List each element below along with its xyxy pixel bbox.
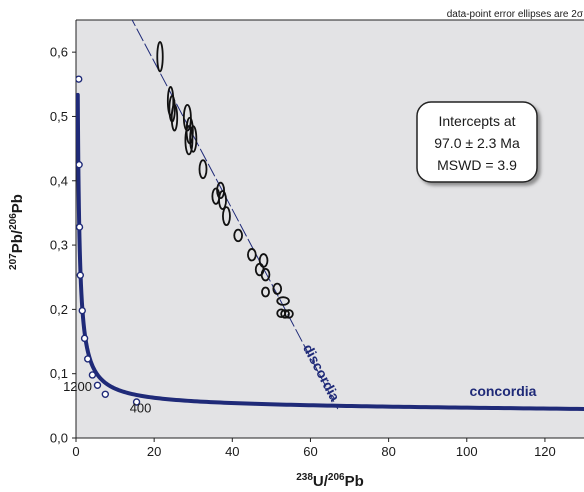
intercept-line-3: MSWD = 3.9 xyxy=(437,157,517,173)
intercept-line-2: 97.0 ± 2.3 Ma xyxy=(434,135,520,151)
concordia-marker xyxy=(76,75,83,83)
x-tick-label: 120 xyxy=(534,444,556,459)
error-ellipse xyxy=(284,309,294,319)
y-tick-label: 0,0 xyxy=(50,431,68,446)
error-ellipse xyxy=(222,206,231,227)
concordia-marker xyxy=(76,160,83,169)
error-ellipse xyxy=(247,248,257,262)
concordia-marker xyxy=(88,371,97,379)
error-ellipse xyxy=(272,282,283,295)
x-ticks: 0 20 40 60 80 100 120 xyxy=(72,438,556,459)
concordia-marker xyxy=(84,355,92,363)
concordia-marker xyxy=(76,223,84,231)
error-ellipse xyxy=(276,296,290,306)
concordia-age-labels: 1200 400 xyxy=(63,379,151,415)
concordia-age-label: 1200 xyxy=(63,379,92,394)
x-axis-title: 238U/206Pb xyxy=(296,472,364,490)
plot-area xyxy=(76,20,584,438)
concordia-curve xyxy=(76,92,584,411)
concordia-age-markers xyxy=(76,75,141,406)
data-ellipses xyxy=(156,40,294,319)
error-ellipse xyxy=(260,267,271,282)
error-ellipse xyxy=(233,228,243,243)
concordia-marker xyxy=(78,306,86,315)
concordia-marker xyxy=(80,334,89,343)
error-ellipse xyxy=(258,253,269,268)
error-ellipse-note: data-point error ellipses are 2σ xyxy=(447,9,584,20)
intercept-box-frame xyxy=(416,101,538,183)
intercept-line-1: Intercepts at xyxy=(438,113,515,129)
x-tick-label: 80 xyxy=(381,444,395,459)
concordia-marker xyxy=(93,381,102,389)
error-ellipse xyxy=(156,40,164,73)
error-ellipse xyxy=(261,286,270,298)
y-tick-label: 0,1 xyxy=(50,366,68,381)
y-tick-label: 0,3 xyxy=(50,238,68,253)
x-tick-label: 20 xyxy=(147,444,161,459)
concordia-label: concordia xyxy=(470,383,537,399)
intercept-box: Intercepts at 97.0 ± 2.3 Ma MSWD = 3.9 xyxy=(416,101,538,183)
concordia-marker xyxy=(76,271,84,280)
x-tick-label: 0 xyxy=(72,444,79,459)
x-tick-label: 100 xyxy=(456,444,478,459)
error-ellipse xyxy=(170,103,179,132)
y-tick-label: 0,2 xyxy=(50,302,68,317)
y-tick-label: 0,5 xyxy=(50,109,68,124)
error-ellipse xyxy=(198,159,208,180)
discordia-line xyxy=(131,20,339,410)
error-ellipse xyxy=(189,125,198,153)
error-ellipse xyxy=(218,190,227,210)
y-axis-title: 207Pb/206Pb xyxy=(8,194,26,270)
y-ticks: 0,0 0,1 0,2 0,3 0,4 0,5 0,6 xyxy=(50,45,76,446)
concordia-marker xyxy=(101,390,110,398)
x-tick-label: 40 xyxy=(225,444,239,459)
x-tick-label: 60 xyxy=(303,444,317,459)
concordia-age-label: 400 xyxy=(130,400,152,415)
error-ellipse xyxy=(280,309,290,319)
error-ellipse xyxy=(184,125,194,156)
error-ellipse xyxy=(216,181,226,200)
y-tick-label: 0,6 xyxy=(50,45,68,60)
y-tick-label: 0,4 xyxy=(50,173,68,188)
concordia-marker xyxy=(132,398,141,406)
